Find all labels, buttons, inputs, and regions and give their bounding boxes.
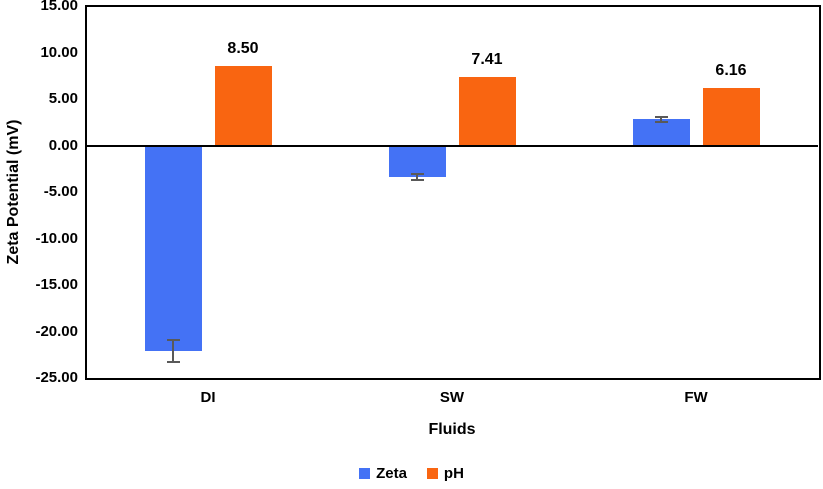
y-tick-label: -20.00 (35, 322, 78, 340)
bar-ph (458, 76, 516, 146)
y-tick-label: 5.00 (48, 90, 78, 107)
legend-swatch-icon (426, 468, 438, 479)
bar-ph (702, 88, 760, 146)
y-tick-label: 0.00 (48, 136, 78, 154)
y-tick-label: 15.00 (40, 0, 78, 14)
x-category-label: SW (439, 389, 465, 406)
error-bar-cap (654, 115, 668, 118)
error-bar-line (660, 116, 662, 123)
plot-area (85, 5, 821, 380)
y-tick-label: 10.00 (40, 43, 78, 61)
error-bar-cap (166, 338, 180, 341)
y-tick-label: -10.00 (35, 229, 78, 247)
data-label: 8.50 (227, 40, 259, 58)
data-label: 6.16 (715, 62, 747, 80)
legend-item-zeta: Zeta (359, 465, 407, 482)
error-bar-cap (166, 361, 180, 364)
error-bar-cap (410, 173, 424, 176)
x-axis-title: Fluids (428, 421, 476, 438)
error-bar-line (172, 339, 174, 363)
error-bar-line (416, 174, 418, 180)
data-label: 7.41 (471, 50, 503, 68)
y-tick-label: -5.00 (43, 183, 78, 200)
bar-ph (214, 66, 272, 146)
bar-zeta (388, 145, 446, 178)
legend-label: pH (443, 465, 464, 482)
bar-zeta (632, 119, 690, 146)
y-tick-label: -15.00 (35, 276, 78, 293)
zero-axis-line (86, 144, 818, 147)
x-category-label: FW (684, 389, 708, 406)
x-category-label: DI (200, 389, 216, 406)
error-bar-cap (410, 178, 424, 181)
legend-label: Zeta (376, 465, 407, 482)
legend-swatch-icon (359, 468, 371, 479)
legend: Zeta pH (0, 465, 823, 482)
bar-zeta (144, 145, 202, 352)
error-bar-cap (654, 121, 668, 124)
y-tick-label: -25.00 (35, 369, 78, 386)
legend-item-ph: pH (426, 465, 464, 482)
